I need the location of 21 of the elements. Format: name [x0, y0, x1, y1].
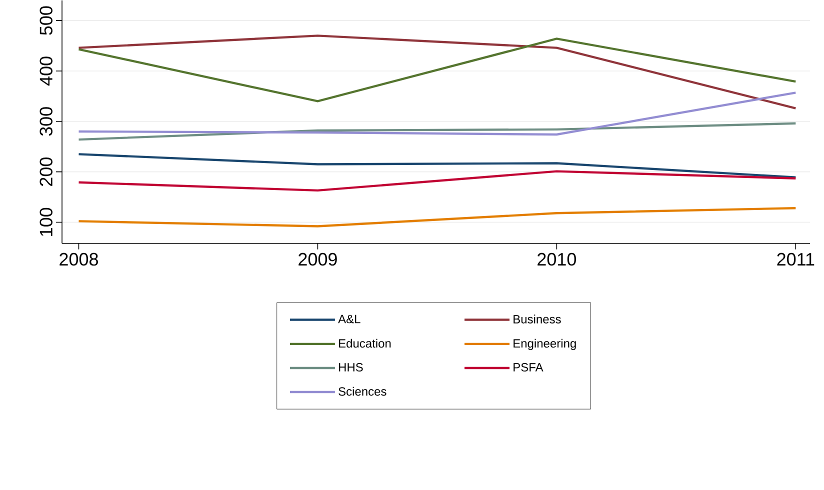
- line-series: [78, 152, 797, 178]
- x-tick-label: 2010: [538, 252, 576, 266]
- y-tick-label: 400: [40, 56, 52, 86]
- y-tick-label: 200: [40, 157, 52, 186]
- x-tick-label: 2008: [60, 252, 98, 266]
- legend-label: Engineering: [514, 338, 576, 350]
- line-series: [78, 122, 797, 140]
- legend-label: Education: [339, 338, 391, 348]
- line-series: [78, 170, 797, 192]
- legend-label: Sciences: [338, 386, 386, 396]
- line-series: [78, 91, 797, 136]
- x-tick-label: 2009: [298, 252, 337, 266]
- y-tick-label: 500: [40, 6, 52, 35]
- legend-label: A&L: [338, 314, 360, 324]
- x-tick-label: 2011: [777, 252, 814, 266]
- y-tick-label: 100: [40, 208, 52, 236]
- y-tick-label: 300: [40, 106, 52, 136]
- legend-label: HHS: [339, 362, 363, 372]
- legend-label: Business: [514, 314, 561, 324]
- legend-label: PSFA: [514, 362, 544, 372]
- line-series: [78, 206, 797, 228]
